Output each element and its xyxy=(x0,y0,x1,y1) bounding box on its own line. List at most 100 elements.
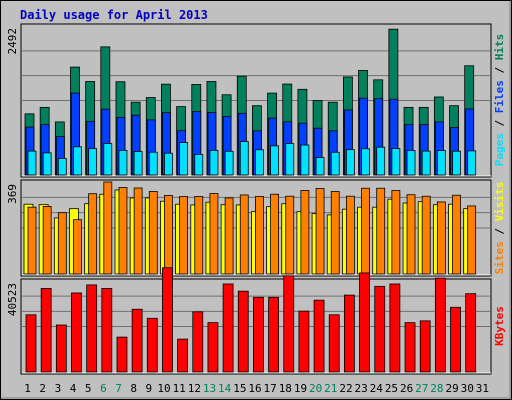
bar-sites-day-21 xyxy=(330,191,340,275)
bar-kbytes-day-14 xyxy=(222,283,234,373)
bar-sites-day-25 xyxy=(391,190,401,275)
day-label-29: 29 xyxy=(445,382,458,395)
bar-kbytes-day-22 xyxy=(343,294,355,373)
day-label-17: 17 xyxy=(264,382,277,395)
bar-pages-day-19 xyxy=(300,144,310,176)
panel-bottom: 40523 xyxy=(6,267,492,375)
bar-sites-day-3 xyxy=(57,212,67,275)
side-label-top-part-1: / xyxy=(493,113,506,133)
bar-sites-day-19 xyxy=(300,190,310,275)
bar-kbytes-day-18 xyxy=(283,275,295,373)
day-label-13: 13 xyxy=(203,382,216,395)
bar-pages-day-3 xyxy=(57,158,67,176)
bar-sites-day-20 xyxy=(315,188,325,275)
bar-pages-day-30 xyxy=(467,150,477,176)
bar-kbytes-day-30 xyxy=(465,293,477,373)
bar-kbytes-day-7 xyxy=(116,336,128,373)
day-label-4: 4 xyxy=(70,382,77,395)
bar-sites-day-23 xyxy=(361,187,370,275)
day-label-2: 2 xyxy=(39,382,46,395)
side-label-bottom: KBytes xyxy=(493,306,506,346)
bar-pages-day-4 xyxy=(73,146,82,176)
day-label-3: 3 xyxy=(55,382,62,395)
bar-kbytes-day-8 xyxy=(131,308,143,373)
series-kbytes xyxy=(25,267,477,373)
bar-pages-day-2 xyxy=(42,152,52,176)
bar-kbytes-day-1 xyxy=(25,314,37,373)
bar-kbytes-day-3 xyxy=(55,324,67,373)
bar-kbytes-day-28 xyxy=(434,277,446,373)
bar-kbytes-day-4 xyxy=(71,292,82,373)
bar-kbytes-day-23 xyxy=(359,272,370,373)
bar-kbytes-day-16 xyxy=(253,296,264,373)
bar-sites-day-15 xyxy=(239,194,249,275)
day-label-6: 6 xyxy=(100,382,107,395)
day-label-7: 7 xyxy=(115,382,122,395)
chart-panels: 2492 369 40523 xyxy=(6,23,492,375)
bar-sites-day-14 xyxy=(224,197,234,275)
bar-sites-day-11 xyxy=(179,196,189,275)
bar-pages-day-12 xyxy=(194,154,204,176)
day-label-1: 1 xyxy=(24,382,31,395)
x-axis-day-labels: 1 2 3 4 5 6 7 8 9 10 11 12 13 14 15 16 17 18 19 20 21 22 23 24 2… xyxy=(24,382,489,395)
bar-kbytes-day-20 xyxy=(313,299,325,373)
bar-pages-day-23 xyxy=(361,148,370,176)
bar-pages-day-9 xyxy=(148,151,158,176)
bar-kbytes-day-15 xyxy=(237,290,249,373)
bar-sites-day-12 xyxy=(194,196,204,275)
panel-top: 2492 xyxy=(6,23,492,178)
side-legend-labels: Pages / Files / Hits Sites / Visits KBytes xyxy=(493,34,506,346)
bar-kbytes-day-29 xyxy=(450,306,461,373)
bar-kbytes-day-5 xyxy=(86,284,98,373)
bar-pages-day-15 xyxy=(239,141,249,176)
bar-sites-day-17 xyxy=(270,193,279,275)
series-sites xyxy=(27,181,477,275)
bar-sites-day-29 xyxy=(452,194,461,275)
side-label-middle-part-1: / xyxy=(493,221,506,241)
bar-pages-day-1 xyxy=(27,150,37,176)
bar-kbytes-day-6 xyxy=(101,288,113,373)
day-label-30: 30 xyxy=(461,382,474,395)
bar-pages-day-8 xyxy=(133,151,143,176)
day-label-14: 14 xyxy=(218,382,232,395)
bar-kbytes-day-13 xyxy=(207,322,219,373)
day-label-5: 5 xyxy=(85,382,92,395)
day-label-11: 11 xyxy=(173,382,186,395)
bar-sites-day-8 xyxy=(133,187,143,275)
bar-pages-day-10 xyxy=(164,152,173,176)
day-label-18: 18 xyxy=(279,382,292,395)
bar-sites-day-22 xyxy=(345,195,355,275)
bar-sites-day-5 xyxy=(88,193,98,275)
ymax-label-middle: 369 xyxy=(6,184,19,204)
bar-pages-day-21 xyxy=(330,151,340,176)
bar-pages-day-7 xyxy=(118,150,128,176)
bar-pages-day-17 xyxy=(270,145,279,176)
chart-title: Daily usage for April 2013 xyxy=(20,8,208,22)
side-label-middle: Sites / Visits xyxy=(493,182,506,275)
side-label-top-part-2: Files xyxy=(493,80,506,113)
bar-pages-day-27 xyxy=(421,150,431,176)
bar-kbytes-day-24 xyxy=(374,285,386,373)
bar-sites-day-4 xyxy=(73,219,82,275)
day-label-23: 23 xyxy=(355,382,368,395)
bar-sites-day-28 xyxy=(436,201,446,275)
day-label-24: 24 xyxy=(370,382,384,395)
bar-sites-day-1 xyxy=(27,206,37,275)
day-label-22: 22 xyxy=(339,382,352,395)
bar-kbytes-day-11 xyxy=(177,338,189,373)
bar-kbytes-day-9 xyxy=(146,317,158,373)
day-label-8: 8 xyxy=(130,382,137,395)
bar-pages-day-29 xyxy=(452,150,461,176)
bar-pages-day-28 xyxy=(436,150,446,176)
day-label-15: 15 xyxy=(233,382,246,395)
day-label-31: 31 xyxy=(476,382,489,395)
side-label-bottom-part-0: KBytes xyxy=(493,306,506,346)
bar-pages-day-20 xyxy=(315,157,325,176)
day-label-28: 28 xyxy=(430,382,443,395)
day-label-25: 25 xyxy=(385,382,398,395)
bar-kbytes-day-21 xyxy=(328,314,340,373)
day-label-16: 16 xyxy=(248,382,261,395)
bar-sites-day-6 xyxy=(103,181,113,275)
